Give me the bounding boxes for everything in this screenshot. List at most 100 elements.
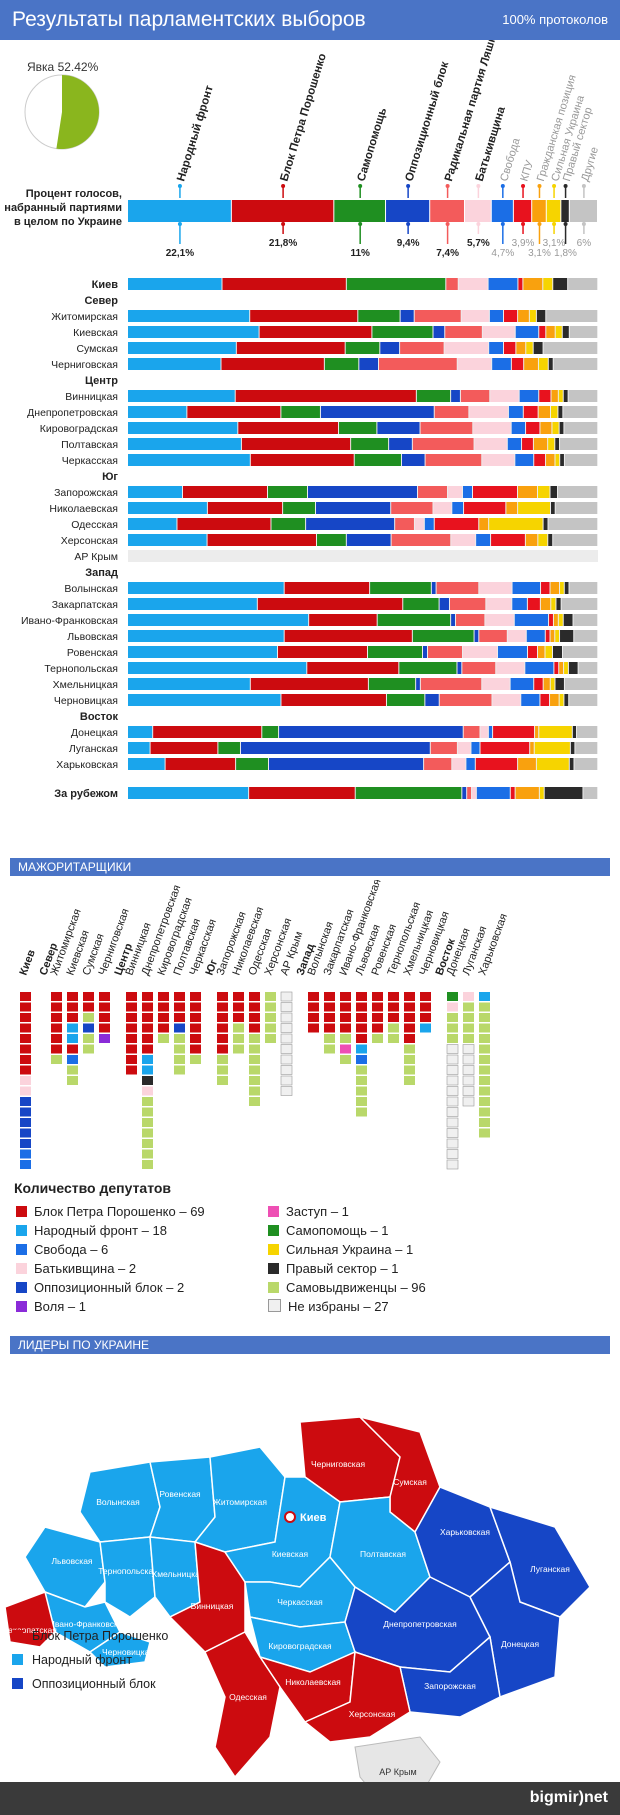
seat-square bbox=[372, 1002, 383, 1012]
seat-square bbox=[340, 1055, 351, 1064]
region-bar-segment bbox=[496, 662, 525, 674]
seat-square bbox=[446, 1107, 459, 1117]
seat-square bbox=[340, 1013, 351, 1022]
region-bar-segment bbox=[463, 646, 497, 658]
party-percent: 11% bbox=[350, 248, 370, 259]
region-bar-segment bbox=[568, 662, 578, 674]
seat-square bbox=[447, 1034, 458, 1043]
seat-square bbox=[249, 1086, 260, 1096]
party-percent: 3,9% bbox=[512, 238, 535, 249]
region-bar-segment bbox=[539, 787, 544, 799]
region-bar-segment bbox=[543, 342, 597, 354]
region-bar-segment bbox=[316, 502, 391, 514]
region-bar-segment bbox=[240, 742, 430, 754]
map-region-label: Одесская bbox=[229, 1692, 267, 1702]
region-bar-segment bbox=[177, 518, 271, 530]
region-bar-segment bbox=[424, 758, 452, 770]
region-bar-segment bbox=[414, 310, 461, 322]
region-label: Киев bbox=[92, 279, 119, 291]
map-region-label: Полтавская bbox=[360, 1549, 406, 1559]
seat-square bbox=[479, 1097, 490, 1106]
seat-square bbox=[249, 1013, 260, 1022]
seat-square bbox=[174, 1055, 185, 1064]
region-label: Тернопольская bbox=[44, 663, 118, 675]
region-bar-segment bbox=[479, 582, 512, 594]
majority-legend-title: Количество депутатов bbox=[14, 1180, 172, 1196]
map-region-label: Житомирская bbox=[213, 1497, 267, 1507]
region-bar-segment bbox=[543, 278, 553, 290]
region-bar-segment bbox=[540, 422, 552, 434]
region-bar-segment bbox=[433, 502, 452, 514]
region-bar-segment bbox=[370, 582, 431, 594]
region-bar-segment bbox=[418, 486, 447, 498]
region-bar-segment bbox=[551, 390, 558, 402]
seat-square bbox=[126, 1013, 137, 1022]
region-bar-segment bbox=[553, 358, 597, 370]
seat-square bbox=[142, 1149, 153, 1159]
legend-swatch bbox=[268, 1244, 279, 1255]
seat-square bbox=[340, 1023, 351, 1033]
map-region-label: Киевская bbox=[272, 1549, 309, 1559]
region-bar-segment bbox=[555, 454, 560, 466]
region-bar-segment bbox=[354, 454, 401, 466]
region-bar-segment bbox=[538, 406, 550, 418]
overall-bar-segment bbox=[561, 200, 569, 222]
region-bar-segment bbox=[492, 694, 521, 706]
party-dot bbox=[521, 184, 526, 188]
region-bar-segment bbox=[522, 438, 533, 450]
seat-square bbox=[217, 1044, 228, 1054]
region-bar-segment bbox=[480, 742, 530, 754]
region-bar-segment bbox=[559, 422, 564, 434]
turnout-label: Явка 52.42% bbox=[27, 60, 99, 74]
region-bar-segment bbox=[536, 758, 569, 770]
region-bar-segment bbox=[563, 646, 597, 658]
region-bar-segment bbox=[488, 726, 493, 738]
region-bar-segment bbox=[463, 486, 472, 498]
region-bar-segment bbox=[515, 454, 534, 466]
party-dot bbox=[563, 184, 568, 188]
legend-label: Заступ – 1 bbox=[286, 1204, 349, 1219]
seat-square bbox=[249, 1055, 260, 1064]
region-bar-segment bbox=[489, 518, 543, 530]
region-bar-segment bbox=[128, 422, 238, 434]
region-bar-segment bbox=[389, 438, 412, 450]
region-label: Харьковская bbox=[56, 759, 118, 771]
overall-bar-segment bbox=[569, 200, 597, 222]
pct-dot bbox=[358, 222, 363, 226]
seat-square bbox=[142, 1023, 153, 1033]
region-bar-segment bbox=[358, 310, 400, 322]
seat-square bbox=[308, 1013, 319, 1022]
seat-square bbox=[372, 1023, 383, 1033]
region-bar-segment bbox=[548, 438, 555, 450]
seat-square bbox=[83, 992, 94, 1001]
region-label: Черниговская bbox=[51, 359, 118, 371]
region-bar-segment bbox=[511, 358, 524, 370]
region-bar-segment bbox=[420, 422, 473, 434]
seat-square bbox=[463, 1034, 474, 1043]
seat-square bbox=[404, 1076, 415, 1085]
party-percent: 5,7% bbox=[467, 238, 490, 249]
seat-square bbox=[142, 1086, 153, 1096]
region-bar-segment bbox=[128, 438, 241, 450]
region-bar-segment bbox=[548, 358, 553, 370]
region-bar-segment bbox=[400, 342, 444, 354]
region-bar-segment bbox=[307, 662, 399, 674]
region-bar-segment bbox=[552, 422, 559, 434]
region-bar-segment bbox=[568, 278, 597, 290]
region-bar-segment bbox=[518, 502, 550, 514]
seat-square bbox=[51, 1034, 62, 1043]
map-region-label: Львовская bbox=[51, 1556, 92, 1566]
seat-square bbox=[67, 1055, 78, 1064]
seat-square bbox=[51, 992, 62, 1001]
seat-square bbox=[446, 1044, 459, 1054]
seat-square bbox=[265, 1023, 276, 1033]
party-label: КПУ bbox=[518, 158, 536, 183]
region-bar-segment bbox=[452, 758, 466, 770]
region-bar-segment bbox=[574, 630, 597, 642]
region-bar-segment bbox=[533, 342, 543, 354]
region-bar-segment bbox=[423, 646, 427, 658]
region-bar-segment bbox=[550, 486, 557, 498]
seat-square bbox=[126, 1002, 137, 1012]
region-bar-segment bbox=[558, 614, 563, 626]
region-bar-segment bbox=[431, 582, 436, 594]
